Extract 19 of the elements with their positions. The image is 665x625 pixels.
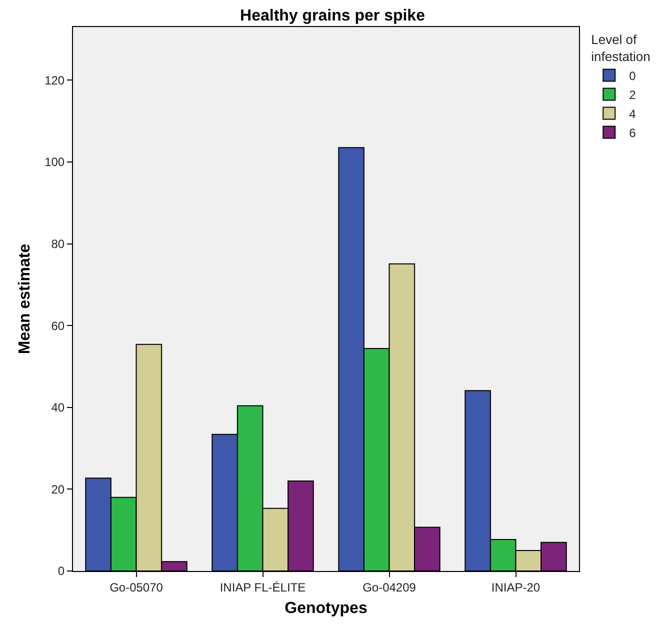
x-axis-title: Genotypes [284, 600, 368, 618]
y-tick-label: 20 [51, 482, 65, 496]
y-tick-label: 60 [51, 318, 65, 333]
legend-title: Level of infestation [591, 32, 650, 64]
y-tick-label: 40 [51, 400, 65, 415]
legend-label: 0 [629, 68, 636, 83]
legend-label: 6 [629, 126, 636, 140]
x-tick-label: INIAP FL-ÉLITE [220, 580, 306, 594]
y-tick-label: 80 [51, 236, 65, 251]
x-tick-label: INIAP-20 [491, 580, 540, 594]
legend-label: 4 [629, 106, 636, 121]
y-tick-label: 100 [44, 155, 65, 170]
x-tick-label: Go-05070 [110, 580, 164, 594]
y-tick-label: 0 [58, 564, 65, 578]
y-tick-label: 120 [44, 73, 65, 88]
chart-title: Healthy grains per spike [240, 8, 426, 25]
x-tick-label: Go-04209 [362, 580, 416, 594]
y-axis-title: Mean estimate [16, 244, 34, 354]
legend-label: 2 [629, 88, 636, 102]
